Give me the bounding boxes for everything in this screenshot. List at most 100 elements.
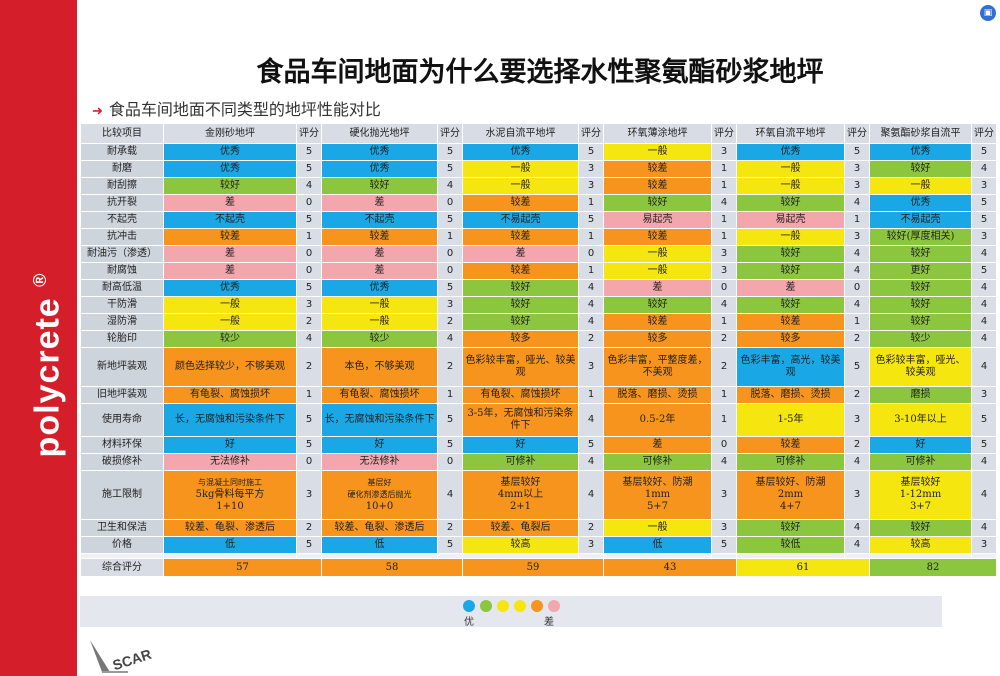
rating-cell: 一般 xyxy=(737,161,844,177)
rating-cell: 差 xyxy=(604,280,711,296)
rating-cell: 长，无腐蚀和污染条件下 xyxy=(164,404,296,436)
rating-cell: 较好 xyxy=(322,178,437,194)
score-cell: 0 xyxy=(297,246,321,262)
rating-cell: 基层较好、防潮 2mm 4+7 xyxy=(737,471,844,519)
rating-cell: 较少 xyxy=(322,331,437,347)
spacer-cell xyxy=(463,554,578,558)
rating-cell: 不起壳 xyxy=(164,212,296,228)
rating-cell: 较好 xyxy=(870,280,971,296)
rating-cell: 较好 xyxy=(737,246,844,262)
arrow-right-icon: ➜ xyxy=(92,104,103,119)
score-cell: 2 xyxy=(579,331,603,347)
rating-cell: 可修补 xyxy=(604,454,711,470)
score-cell: 5 xyxy=(438,161,462,177)
score-cell: 1 xyxy=(845,314,869,330)
score-cell: 2 xyxy=(845,331,869,347)
score-cell: 4 xyxy=(845,195,869,211)
subtitle-text: 食品车间地面不同类型的地坪性能对比 xyxy=(108,100,381,119)
legend-dots xyxy=(463,600,560,612)
spacer-cell xyxy=(438,554,462,558)
rating-cell: 优秀 xyxy=(322,161,437,177)
score-cell: 1 xyxy=(712,314,736,330)
score-cell: 5 xyxy=(438,212,462,228)
rating-cell: 好 xyxy=(322,437,437,453)
row-label: 旧地坪装观 xyxy=(81,387,163,403)
score-cell: 4 xyxy=(297,178,321,194)
score-cell: 0 xyxy=(297,454,321,470)
rating-cell: 不起壳 xyxy=(322,212,437,228)
rating-cell: 优秀 xyxy=(164,144,296,160)
score-cell: 4 xyxy=(972,348,996,386)
score-cell: 0 xyxy=(438,195,462,211)
table-header-row: 比较项目 金刚砂地坪 评分 硬化抛光地坪 评分 水泥自流平地坪 评分 环氧薄涂地… xyxy=(81,124,996,143)
table-row: 不起壳 不起壳 5 不起壳 5 不易起壳 5 易起壳 1 易起壳 1 不易起壳 5 xyxy=(81,212,996,228)
score-cell: 3 xyxy=(972,229,996,245)
legend-dot xyxy=(514,600,526,612)
score-cell: 4 xyxy=(579,404,603,436)
table-row: 耐承载 优秀 5 优秀 5 优秀 5 一般 3 优秀 5 优秀 5 xyxy=(81,144,996,160)
score-cell: 4 xyxy=(972,454,996,470)
rating-cell: 优秀 xyxy=(737,144,844,160)
score-cell: 1 xyxy=(712,161,736,177)
rating-cell: 优秀 xyxy=(164,161,296,177)
row-label: 价格 xyxy=(81,537,163,553)
brand-sidebar: polycrete ® xyxy=(0,0,77,676)
score-cell: 4 xyxy=(972,314,996,330)
rating-cell: 较差 xyxy=(737,314,844,330)
rating-cell: 优秀 xyxy=(870,195,971,211)
score-cell: 4 xyxy=(712,454,736,470)
rating-cell: 较差 xyxy=(164,229,296,245)
score-cell: 3 xyxy=(712,246,736,262)
rating-cell: 优秀 xyxy=(322,144,437,160)
score-cell: 5 xyxy=(297,161,321,177)
rating-cell: 较差 xyxy=(604,178,711,194)
rating-cell: 更好 xyxy=(870,263,971,279)
rating-cell: 较好 xyxy=(604,297,711,313)
rating-cell: 颜色选择较少，不够美观 xyxy=(164,348,296,386)
score-cell: 4 xyxy=(972,280,996,296)
score-cell: 1 xyxy=(297,387,321,403)
row-label: 不起壳 xyxy=(81,212,163,228)
score-cell: 3 xyxy=(579,161,603,177)
rating-cell: 较差 xyxy=(737,437,844,453)
header-cell: 聚氨酯砂浆自流平 xyxy=(870,124,971,143)
rating-cell: 较少 xyxy=(164,331,296,347)
row-label: 干防滑 xyxy=(81,297,163,313)
score-cell: 1 xyxy=(297,229,321,245)
total-score-value: 59 xyxy=(463,559,603,576)
score-cell: 1 xyxy=(712,404,736,436)
rating-cell: 较好 xyxy=(463,280,578,296)
score-cell: 4 xyxy=(579,297,603,313)
score-cell: 2 xyxy=(438,520,462,536)
score-cell: 4 xyxy=(845,246,869,262)
spacer-cell xyxy=(579,554,603,558)
header-cell: 评分 xyxy=(579,124,603,143)
score-cell: 3 xyxy=(712,144,736,160)
rating-cell: 较好 xyxy=(870,161,971,177)
header-cell: 硬化抛光地坪 xyxy=(322,124,437,143)
score-cell: 3 xyxy=(579,178,603,194)
page-subtitle: ➜ 食品车间地面不同类型的地坪性能对比 xyxy=(92,96,381,120)
rating-cell: 较差 xyxy=(322,229,437,245)
score-cell: 5 xyxy=(438,404,462,436)
score-cell: 1 xyxy=(845,212,869,228)
header-cell: 评分 xyxy=(845,124,869,143)
rating-cell: 低 xyxy=(322,537,437,553)
score-cell: 4 xyxy=(579,280,603,296)
header-cell: 评分 xyxy=(972,124,996,143)
score-cell: 3 xyxy=(845,178,869,194)
score-cell: 0 xyxy=(712,437,736,453)
spacer-cell xyxy=(845,554,869,558)
app-corner-icon[interactable]: ▣ xyxy=(980,5,996,21)
row-label: 耐磨 xyxy=(81,161,163,177)
score-cell: 3 xyxy=(438,297,462,313)
rating-cell: 较差 xyxy=(604,161,711,177)
row-label: 湿防滑 xyxy=(81,314,163,330)
score-cell: 2 xyxy=(845,437,869,453)
score-cell: 4 xyxy=(845,454,869,470)
rating-cell: 脱落、磨损、烫损 xyxy=(737,387,844,403)
rating-cell: 较差 xyxy=(604,229,711,245)
score-cell: 5 xyxy=(438,437,462,453)
rating-cell: 1-5年 xyxy=(737,404,844,436)
score-cell: 4 xyxy=(438,331,462,347)
